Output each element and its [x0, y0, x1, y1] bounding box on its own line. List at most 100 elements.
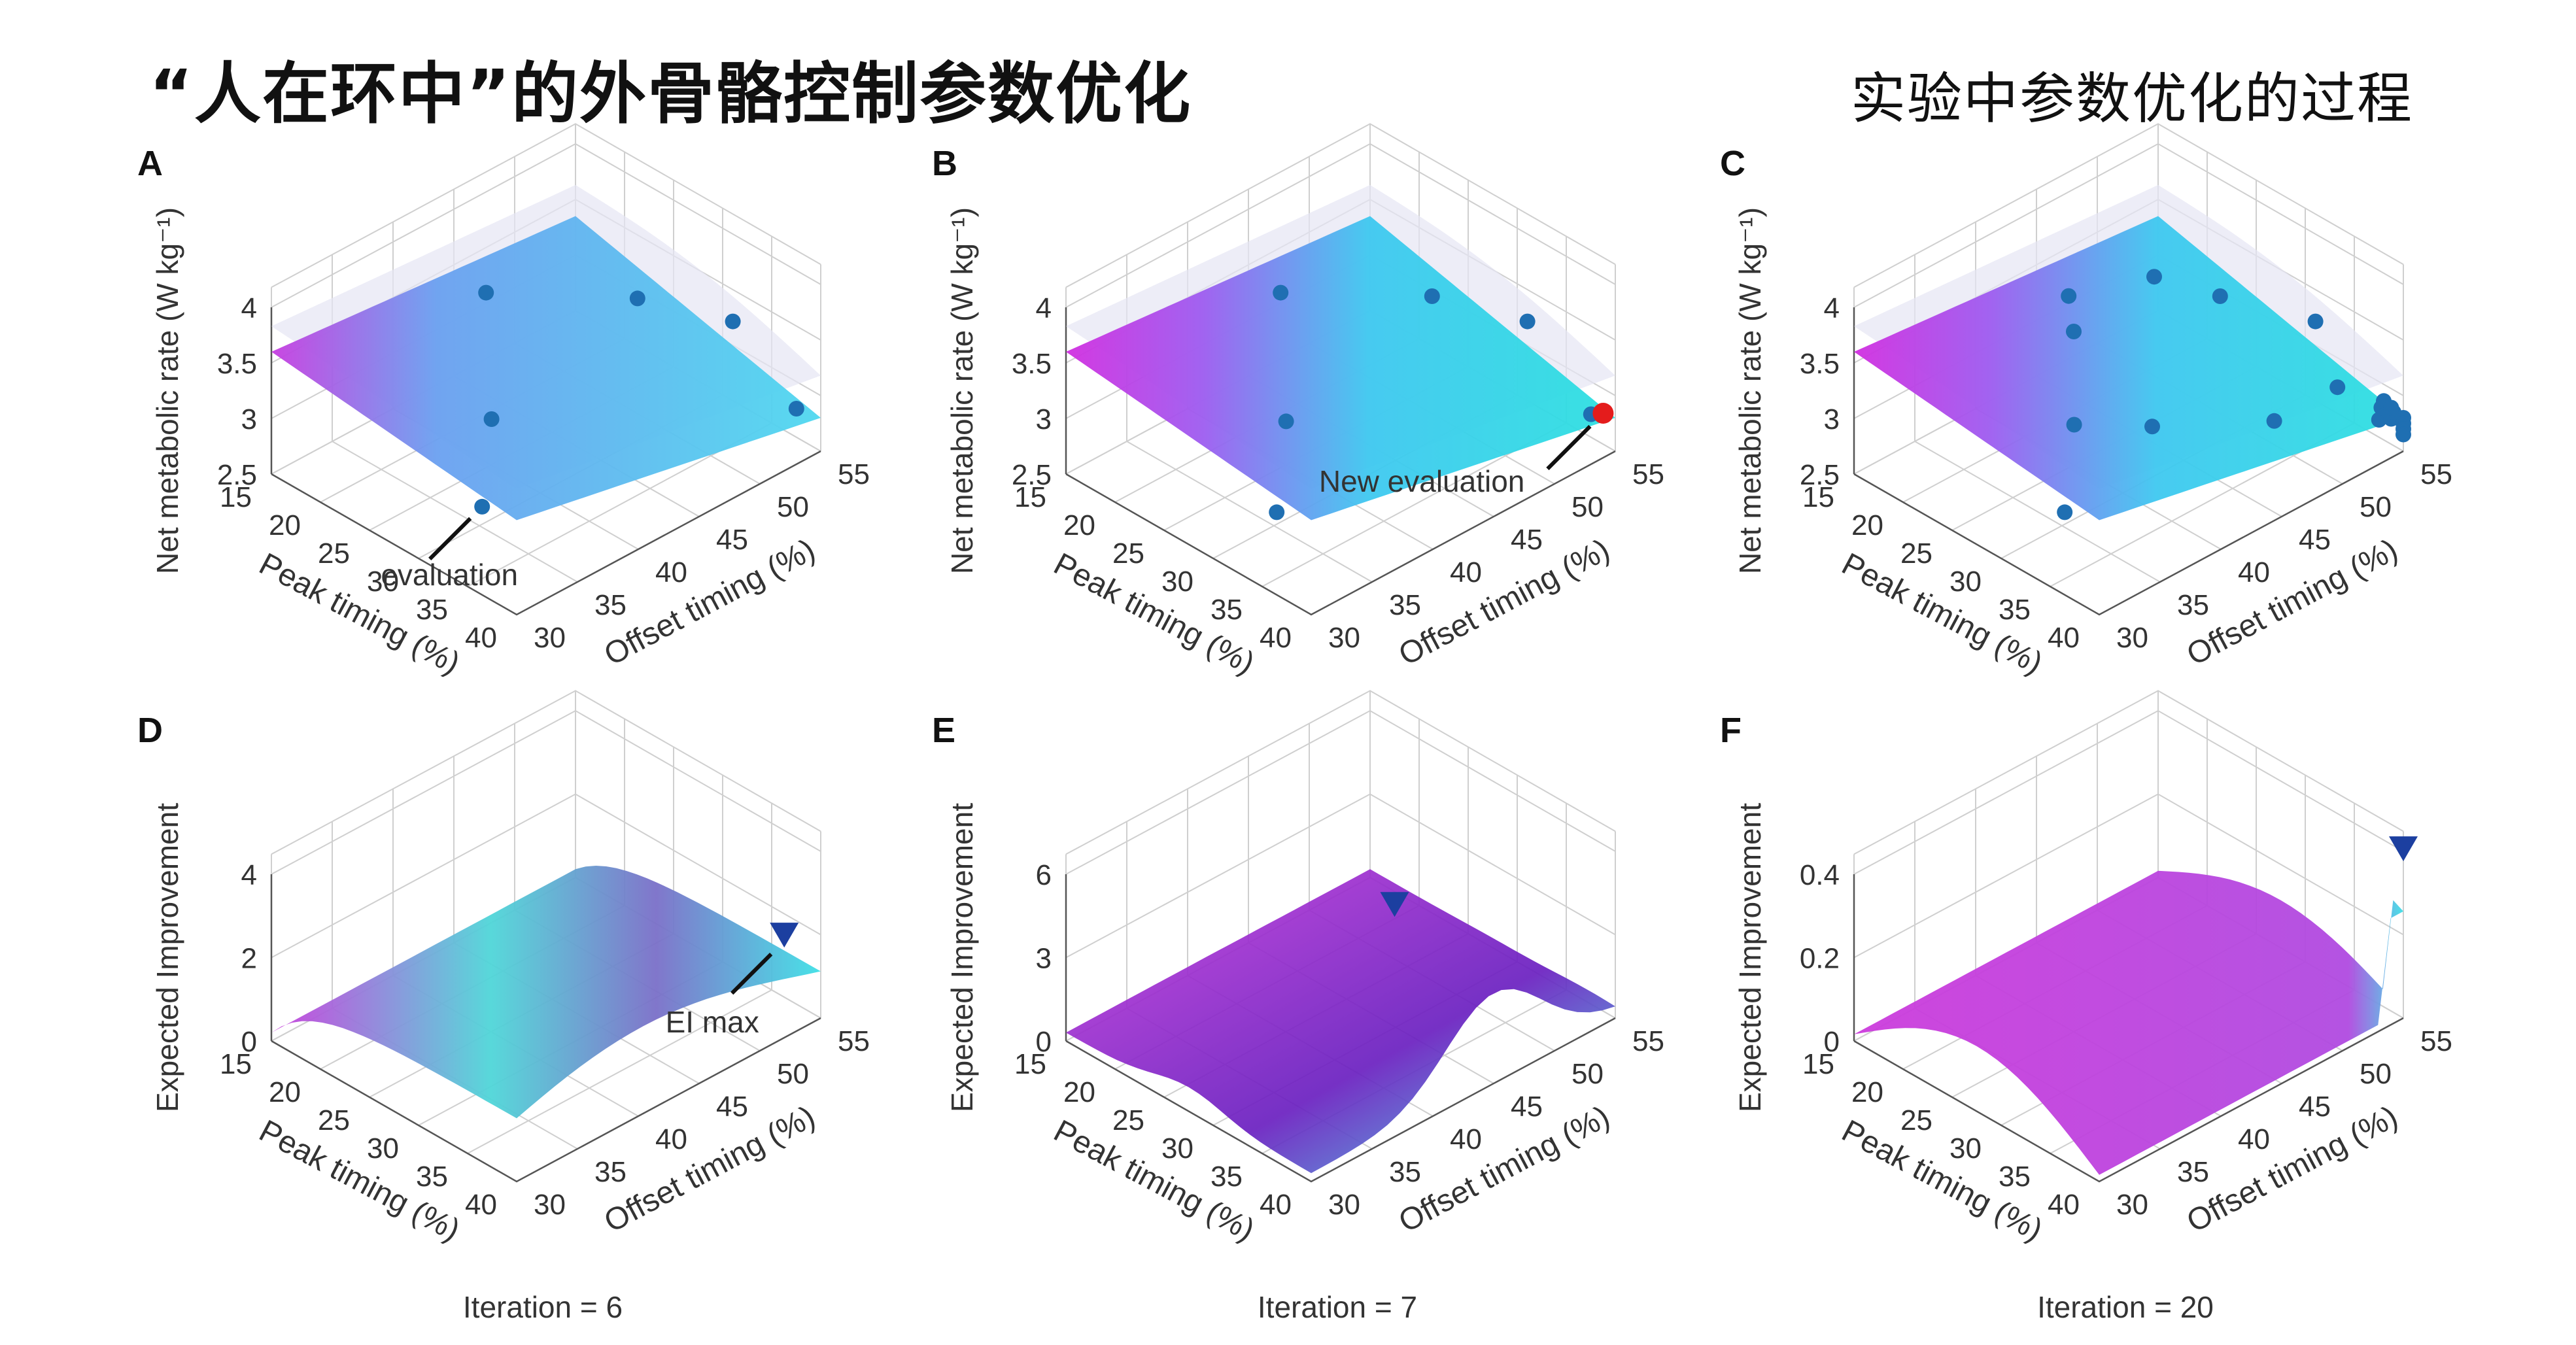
- z-tick-label: 6: [1036, 859, 1052, 891]
- y-tick-label: 35: [594, 1156, 627, 1188]
- grid-line: [332, 441, 578, 583]
- panel-letter-c: C: [1720, 144, 1745, 183]
- data-point: [2066, 417, 2082, 433]
- y-tick-label: 55: [838, 1025, 870, 1057]
- x-tick-label: 25: [1112, 537, 1144, 570]
- iteration-caption: Iteration = 7: [1258, 1290, 1417, 1324]
- grid-line: [1126, 441, 1373, 583]
- axis-line: [1065, 1017, 1616, 1183]
- x-tick-label: 40: [465, 1189, 497, 1221]
- x-tick-label: 20: [269, 1076, 301, 1108]
- axis-line: [271, 450, 821, 616]
- ei-max-marker: [2389, 836, 2418, 862]
- z-tick-label: 0.2: [1800, 943, 1840, 975]
- panel-letter-f: F: [1720, 711, 1742, 750]
- ei-surface: [271, 866, 821, 1119]
- z-tick-label: 4: [241, 292, 257, 324]
- x-tick-label: 40: [2048, 622, 2080, 654]
- y-tick-label: 55: [1632, 458, 1664, 490]
- x-tick-label: 40: [1260, 622, 1292, 654]
- y-tick-label: 55: [2420, 1025, 2452, 1057]
- x-tick-label: 35: [1999, 594, 2031, 626]
- iteration-caption: Iteration = 20: [2037, 1290, 2214, 1324]
- y-tick-label: 45: [1511, 524, 1543, 556]
- y-tick-label: 35: [2177, 589, 2209, 621]
- grid-line: [271, 690, 821, 855]
- data-point: [2307, 313, 2324, 330]
- x-tick-label: 40: [1260, 1189, 1292, 1221]
- mean-surface: [1854, 216, 2403, 520]
- x-tick-label: 30: [1161, 1132, 1194, 1165]
- x-tick-label: 15: [1014, 1048, 1046, 1080]
- ei-surface: [1066, 869, 1615, 1174]
- data-point: [2061, 288, 2077, 304]
- ei-max-marker: [1380, 892, 1409, 917]
- grid-line: [467, 989, 772, 1154]
- y-tick-label: 40: [2238, 556, 2270, 588]
- data-point: [478, 284, 494, 301]
- grid-line: [271, 123, 821, 288]
- x-tick-label: 15: [1802, 1048, 1834, 1080]
- data-point: [2329, 379, 2346, 396]
- y-tick-label: 55: [1632, 1025, 1664, 1057]
- y-tick-label: 40: [1450, 556, 1482, 588]
- x-tick-label: 35: [1999, 1161, 2031, 1193]
- z-tick-label: 0: [1036, 1026, 1052, 1058]
- evaluation-label: evaluation: [381, 558, 518, 592]
- x-tick-label: 30: [367, 566, 399, 598]
- axis-line: [271, 1017, 821, 1183]
- y-tick-label: 45: [2299, 1091, 2331, 1123]
- mean-surface: [1066, 216, 1615, 520]
- y-tick-label: 35: [1389, 589, 1421, 621]
- x-tick-label: 35: [1211, 1161, 1243, 1193]
- y-tick-label: 45: [716, 1091, 748, 1123]
- y-tick-label: 30: [2116, 1189, 2148, 1221]
- annotation-leader: [1546, 424, 1592, 471]
- grid-line: [1065, 143, 1616, 308]
- x-tick-label: 35: [416, 594, 448, 626]
- grid-line: [1853, 123, 2404, 288]
- y-tick-label: 30: [2116, 622, 2148, 654]
- new-evaluation-point: [1592, 403, 1614, 424]
- grid-line: [1853, 690, 2404, 855]
- y-tick-label: 40: [655, 556, 687, 588]
- panel-letter-e: E: [932, 711, 955, 750]
- annotation-leader: [730, 952, 773, 995]
- data-point: [2383, 400, 2399, 416]
- y-tick-label: 30: [1328, 1189, 1360, 1221]
- x-tick-label: 15: [220, 481, 252, 513]
- y-tick-label: 30: [1328, 622, 1360, 654]
- z-axis-title: Expected Improvement: [150, 803, 184, 1112]
- data-point: [2266, 413, 2282, 429]
- grid-line: [1853, 709, 2404, 875]
- x-tick-label: 25: [1900, 1104, 1932, 1136]
- y-tick-label: 55: [2420, 458, 2452, 490]
- x-tick-label: 35: [416, 1161, 448, 1193]
- grid-line: [1853, 793, 2404, 959]
- data-point: [629, 290, 645, 307]
- page-subtitle: 实验中参数优化的过程: [1851, 67, 2414, 131]
- grid-line: [1853, 143, 2404, 308]
- z-tick-label: 3.5: [1800, 348, 1840, 380]
- data-point: [788, 401, 804, 417]
- y-tick-label: 50: [777, 1058, 809, 1090]
- z-tick-label: 3: [1036, 403, 1052, 435]
- z-tick-label: 2.5: [217, 459, 257, 491]
- z-tick-label: 3: [1824, 403, 1840, 435]
- y-tick-label: 40: [655, 1123, 687, 1155]
- x-tick-label: 15: [1802, 481, 1834, 513]
- y-tick-label: 50: [1571, 491, 1604, 523]
- data-point: [1519, 313, 1536, 330]
- z-axis-title: Expected Improvement: [945, 803, 979, 1112]
- x-tick-label: 25: [318, 1104, 350, 1136]
- y-tick-label: 50: [2360, 1058, 2392, 1090]
- y-tick-label: 30: [534, 1189, 566, 1221]
- z-tick-label: 0: [241, 1026, 257, 1058]
- ei-max-marker: [770, 923, 799, 948]
- y-tick-label: 35: [2177, 1156, 2209, 1188]
- grid-line: [271, 709, 821, 875]
- axis-line: [1065, 450, 1616, 616]
- z-axis-title: Net metabolic rate (W kg⁻¹): [150, 207, 184, 574]
- y-tick-label: 50: [2360, 491, 2392, 523]
